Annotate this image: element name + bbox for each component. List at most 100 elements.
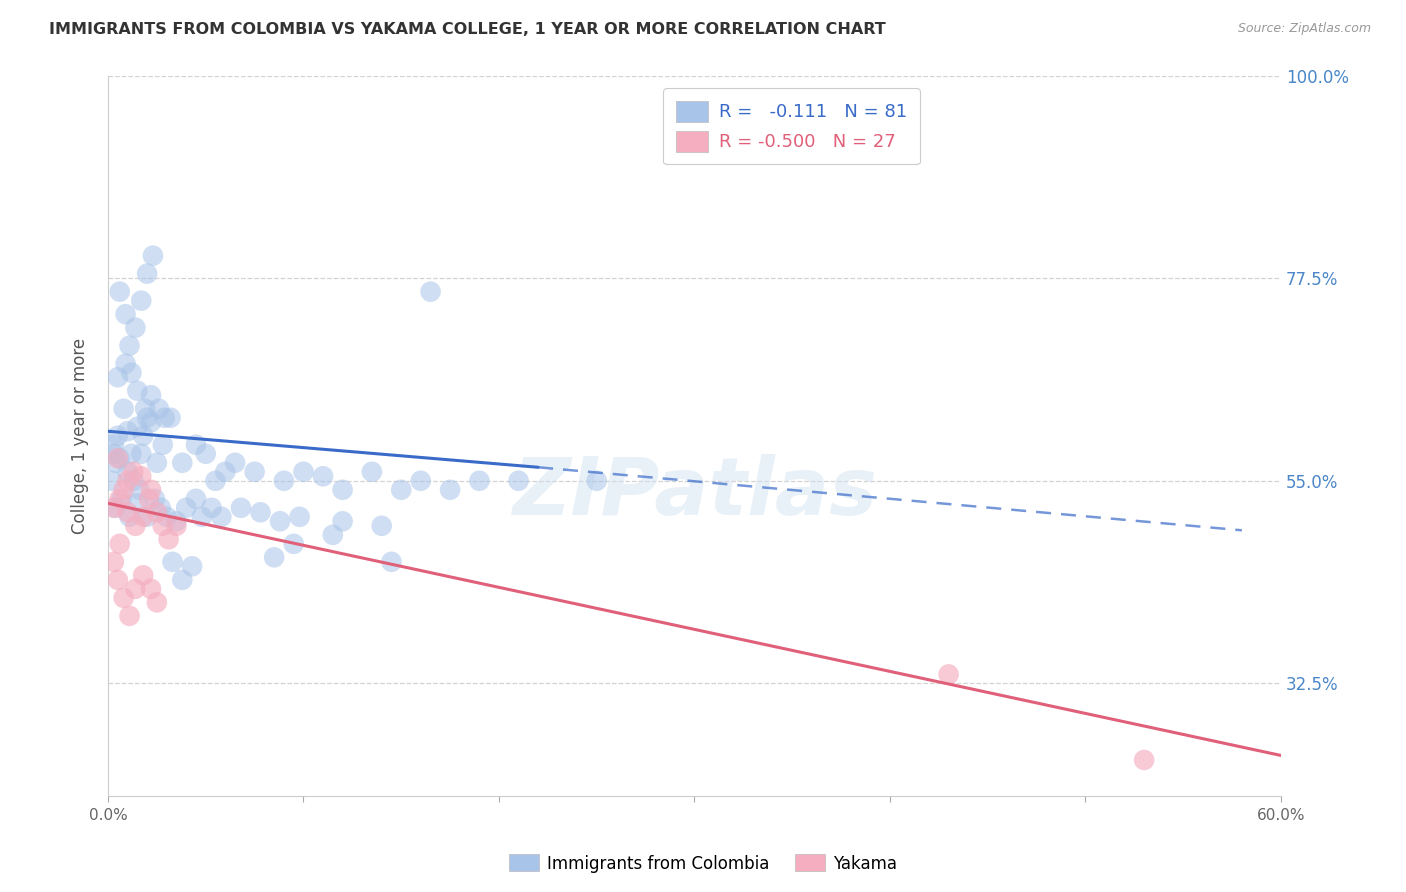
- Point: [263, 550, 285, 565]
- Text: ZIPatlas: ZIPatlas: [512, 454, 877, 533]
- Point: [153, 410, 176, 425]
- Point: [142, 249, 165, 263]
- Point: [146, 505, 169, 519]
- Point: [159, 410, 181, 425]
- Point: [184, 438, 207, 452]
- Point: [108, 285, 131, 299]
- Point: [204, 474, 226, 488]
- Point: [118, 608, 141, 623]
- Point: [209, 509, 232, 524]
- Point: [165, 514, 187, 528]
- Point: [112, 483, 135, 497]
- Point: [104, 456, 127, 470]
- Point: [112, 591, 135, 605]
- Point: [312, 469, 335, 483]
- Point: [380, 555, 402, 569]
- Point: [322, 528, 344, 542]
- Point: [143, 491, 166, 506]
- Point: [292, 465, 315, 479]
- Point: [132, 568, 155, 582]
- Point: [172, 456, 194, 470]
- Point: [127, 419, 149, 434]
- Point: [146, 595, 169, 609]
- Point: [389, 483, 412, 497]
- Point: [224, 456, 246, 470]
- Point: [122, 474, 145, 488]
- Point: [104, 500, 127, 515]
- Point: [468, 474, 491, 488]
- Point: [117, 424, 139, 438]
- Point: [108, 537, 131, 551]
- Text: Source: ZipAtlas.com: Source: ZipAtlas.com: [1237, 22, 1371, 36]
- Point: [409, 474, 432, 488]
- Point: [120, 366, 142, 380]
- Point: [117, 474, 139, 488]
- Point: [1133, 753, 1156, 767]
- Point: [508, 474, 530, 488]
- Point: [214, 465, 236, 479]
- Point: [108, 491, 131, 506]
- Point: [124, 518, 146, 533]
- Point: [174, 500, 197, 515]
- Point: [132, 509, 155, 524]
- Point: [136, 509, 159, 524]
- Point: [134, 401, 156, 416]
- Point: [114, 357, 136, 371]
- Point: [361, 465, 384, 479]
- Point: [439, 483, 461, 497]
- Point: [229, 500, 252, 515]
- Legend: R =   -0.111   N = 81, R = -0.500   N = 27: R = -0.111 N = 81, R = -0.500 N = 27: [664, 88, 920, 164]
- Point: [288, 509, 311, 524]
- Point: [107, 370, 129, 384]
- Point: [194, 447, 217, 461]
- Y-axis label: College, 1 year or more: College, 1 year or more: [72, 338, 89, 533]
- Point: [172, 573, 194, 587]
- Point: [103, 555, 125, 569]
- Point: [107, 451, 129, 466]
- Point: [136, 410, 159, 425]
- Point: [118, 509, 141, 524]
- Point: [139, 388, 162, 402]
- Point: [243, 465, 266, 479]
- Point: [122, 465, 145, 479]
- Point: [138, 491, 160, 506]
- Point: [146, 456, 169, 470]
- Point: [127, 384, 149, 398]
- Point: [200, 500, 222, 515]
- Point: [332, 483, 354, 497]
- Point: [157, 533, 180, 547]
- Point: [938, 667, 960, 681]
- Point: [129, 293, 152, 308]
- Point: [118, 339, 141, 353]
- Point: [129, 447, 152, 461]
- Legend: Immigrants from Colombia, Yakama: Immigrants from Colombia, Yakama: [502, 847, 904, 880]
- Point: [184, 491, 207, 506]
- Point: [103, 438, 125, 452]
- Point: [120, 447, 142, 461]
- Point: [124, 320, 146, 334]
- Point: [107, 573, 129, 587]
- Point: [181, 559, 204, 574]
- Point: [117, 505, 139, 519]
- Point: [269, 514, 291, 528]
- Point: [152, 518, 174, 533]
- Point: [124, 582, 146, 596]
- Point: [103, 500, 125, 515]
- Point: [132, 429, 155, 443]
- Point: [111, 491, 134, 506]
- Point: [114, 307, 136, 321]
- Point: [152, 438, 174, 452]
- Point: [129, 469, 152, 483]
- Point: [112, 401, 135, 416]
- Point: [103, 447, 125, 461]
- Point: [249, 505, 271, 519]
- Point: [156, 509, 179, 524]
- Point: [370, 518, 392, 533]
- Point: [107, 429, 129, 443]
- Point: [139, 582, 162, 596]
- Point: [148, 401, 170, 416]
- Point: [273, 474, 295, 488]
- Point: [162, 555, 184, 569]
- Point: [108, 451, 131, 466]
- Point: [419, 285, 441, 299]
